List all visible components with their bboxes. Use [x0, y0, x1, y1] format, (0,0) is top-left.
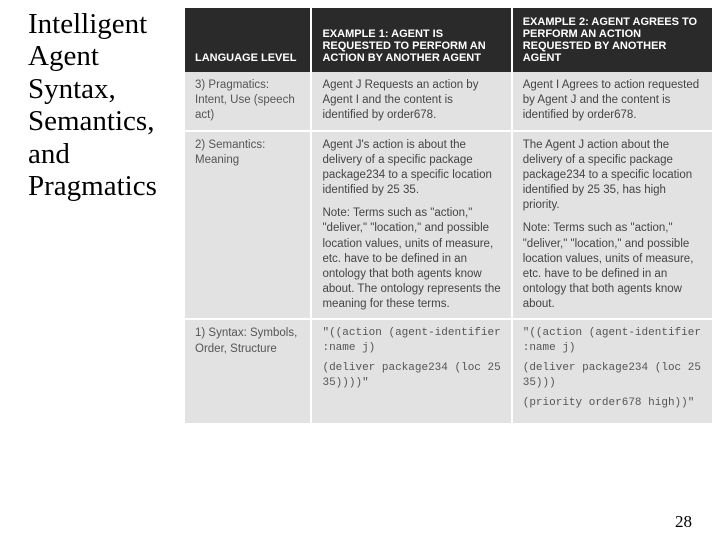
page-title: Intelligent Agent Syntax, Semantics, and…: [28, 8, 179, 203]
cell-ex2-syntax: "((action (agent-identifier :name j) (de…: [512, 319, 712, 424]
ex2-syntax-code-3: (priority order678 high))": [523, 396, 702, 411]
page: Intelligent Agent Syntax, Semantics, and…: [0, 0, 720, 540]
cell-ex2-semantics: The Agent J action about the delivery of…: [512, 131, 712, 320]
table-column: LANGUAGE LEVEL EXAMPLE 1: AGENT IS REQUE…: [185, 0, 720, 540]
ex2-semantics-note: Note: Terms such as "action," "deliver,"…: [523, 221, 702, 312]
title-column: Intelligent Agent Syntax, Semantics, and…: [0, 0, 185, 540]
page-number: 28: [675, 512, 692, 532]
ex1-syntax-code-1: "((action (agent-identifier :name j): [322, 326, 500, 355]
cell-ex1-semantics: Agent J's action is about the delivery o…: [311, 131, 511, 320]
cell-ex1-syntax: "((action (agent-identifier :name j) (de…: [311, 319, 511, 424]
table-row: 2) Semantics: Meaning Agent J's action i…: [185, 131, 712, 320]
language-levels-table: LANGUAGE LEVEL EXAMPLE 1: AGENT IS REQUE…: [185, 8, 712, 425]
table-row: 1) Syntax: Symbols, Order, Structure "((…: [185, 319, 712, 424]
header-example-1: EXAMPLE 1: AGENT IS REQUESTED TO PERFORM…: [311, 8, 511, 72]
cell-level-syntax: 1) Syntax: Symbols, Order, Structure: [185, 319, 311, 424]
ex1-syntax-code-2: (deliver package234 (loc 25 35))))": [322, 361, 500, 390]
ex2-syntax-code-2: (deliver package234 (loc 25 35))): [523, 361, 702, 390]
ex1-semantics-text: Agent J's action is about the delivery o…: [322, 139, 491, 197]
cell-ex1-pragmatics: Agent J Requests an action by Agent I an…: [311, 72, 511, 131]
cell-level-semantics: 2) Semantics: Meaning: [185, 131, 311, 320]
table-header-row: LANGUAGE LEVEL EXAMPLE 1: AGENT IS REQUE…: [185, 8, 712, 72]
header-language-level: LANGUAGE LEVEL: [185, 8, 311, 72]
table-row: 3) Pragmatics: Intent, Use (speech act) …: [185, 72, 712, 131]
ex2-semantics-text: The Agent J action about the delivery of…: [523, 139, 692, 212]
ex2-syntax-code-1: "((action (agent-identifier :name j): [523, 326, 702, 355]
cell-level-pragmatics: 3) Pragmatics: Intent, Use (speech act): [185, 72, 311, 131]
ex1-semantics-note: Note: Terms such as "action," "deliver,"…: [322, 206, 500, 312]
cell-ex2-pragmatics: Agent I Agrees to action requested by Ag…: [512, 72, 712, 131]
header-example-2: EXAMPLE 2: AGENT AGREES TO PERFORM AN AC…: [512, 8, 712, 72]
